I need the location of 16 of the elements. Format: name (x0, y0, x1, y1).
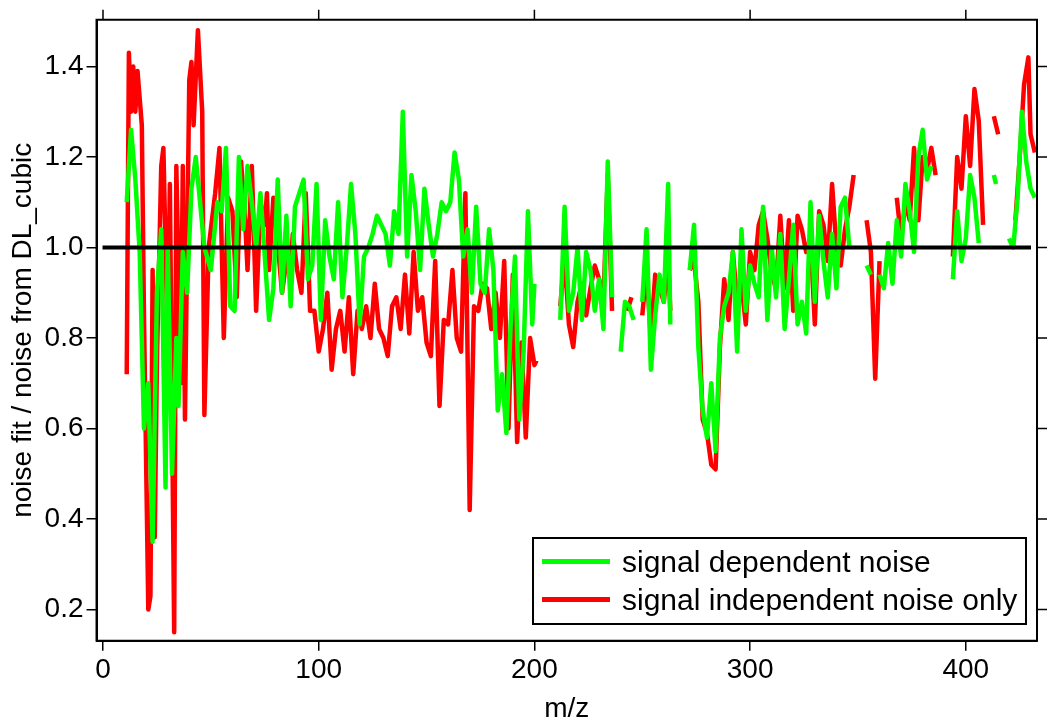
y-tick-label: 0.2 (44, 592, 84, 624)
x-tick-label: 0 (95, 653, 111, 685)
y-tick-label: 0.4 (44, 501, 84, 533)
y-tick-label: 1.2 (44, 139, 84, 171)
x-axis-title: m/z (544, 691, 590, 723)
legend-label: signal dependent noise (622, 543, 931, 580)
x-tick-label: 400 (942, 653, 990, 685)
y-tick-label: 1.0 (44, 230, 84, 262)
y-tick-label: 0.6 (44, 411, 84, 443)
x-tick-label: 100 (295, 653, 343, 685)
y-tick-label: 0.8 (44, 320, 84, 352)
y-axis-title: noise fit / noise from DL_cubic (5, 142, 37, 518)
legend-label: signal independent noise only (622, 581, 1018, 618)
y-tick-label: 1.4 (44, 49, 84, 81)
x-tick-label: 200 (511, 653, 558, 685)
x-tick-label: 300 (726, 653, 774, 685)
